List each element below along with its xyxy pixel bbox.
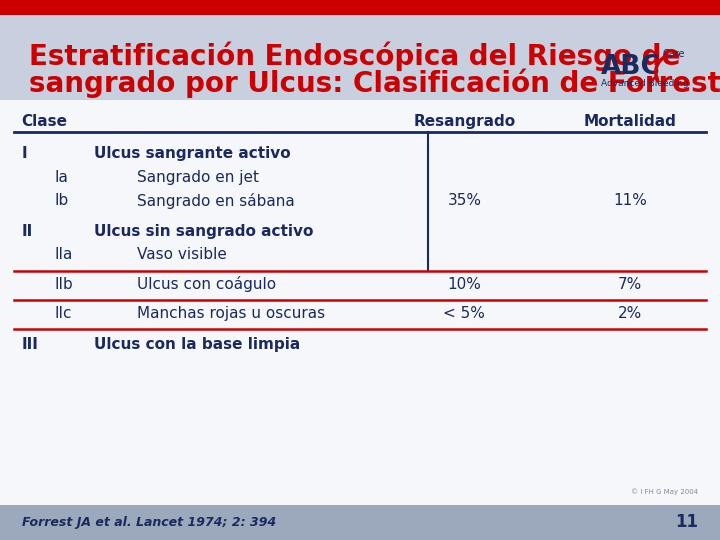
Text: Manchas rojas u oscuras: Manchas rojas u oscuras bbox=[137, 306, 325, 321]
Text: Ulcus sangrante activo: Ulcus sangrante activo bbox=[94, 146, 290, 161]
FancyBboxPatch shape bbox=[0, 100, 720, 505]
Text: Clase: Clase bbox=[22, 114, 68, 129]
FancyBboxPatch shape bbox=[0, 0, 720, 100]
Text: IIc: IIc bbox=[54, 306, 71, 321]
FancyBboxPatch shape bbox=[0, 0, 720, 15]
Text: Mortalidad: Mortalidad bbox=[584, 114, 676, 129]
Text: Resangrado: Resangrado bbox=[413, 114, 516, 129]
Text: Estratificación Endoscópica del Riesgo de: Estratificación Endoscópica del Riesgo d… bbox=[29, 42, 680, 71]
Text: I: I bbox=[22, 146, 27, 161]
Text: Sangrado en sábana: Sangrado en sábana bbox=[137, 193, 294, 209]
Text: Sangrado en jet: Sangrado en jet bbox=[137, 170, 258, 185]
Text: Forrest JA et al. Lancet 1974; 2: 394: Forrest JA et al. Lancet 1974; 2: 394 bbox=[22, 516, 276, 529]
Text: Ulcus sin sangrado activo: Ulcus sin sangrado activo bbox=[94, 224, 313, 239]
Text: Ulcus con coágulo: Ulcus con coágulo bbox=[137, 276, 276, 292]
Text: IIa: IIa bbox=[54, 247, 73, 262]
Text: II: II bbox=[22, 224, 33, 239]
Text: Advanced Bleeding: Advanced Bleeding bbox=[601, 79, 689, 88]
Text: IIb: IIb bbox=[54, 276, 73, 292]
Text: 7%: 7% bbox=[618, 276, 642, 292]
Text: sangrado por Ulcus: Clasificación de Forrest: sangrado por Ulcus: Clasificación de For… bbox=[29, 69, 720, 98]
Text: Ulcus con la base limpia: Ulcus con la base limpia bbox=[94, 337, 300, 352]
Text: 2%: 2% bbox=[618, 306, 642, 321]
Text: 11%: 11% bbox=[613, 193, 647, 208]
Text: < 5%: < 5% bbox=[444, 306, 485, 321]
Text: III: III bbox=[22, 337, 38, 352]
Text: ABC: ABC bbox=[601, 55, 661, 80]
Text: Care: Care bbox=[662, 49, 685, 59]
FancyBboxPatch shape bbox=[0, 505, 720, 540]
Text: 11: 11 bbox=[675, 513, 698, 531]
Text: Vaso visible: Vaso visible bbox=[137, 247, 227, 262]
Text: © l FH G May 2004: © l FH G May 2004 bbox=[631, 488, 698, 495]
Text: 35%: 35% bbox=[447, 193, 482, 208]
Text: 10%: 10% bbox=[447, 276, 482, 292]
Text: Ia: Ia bbox=[54, 170, 68, 185]
Text: Ib: Ib bbox=[54, 193, 68, 208]
